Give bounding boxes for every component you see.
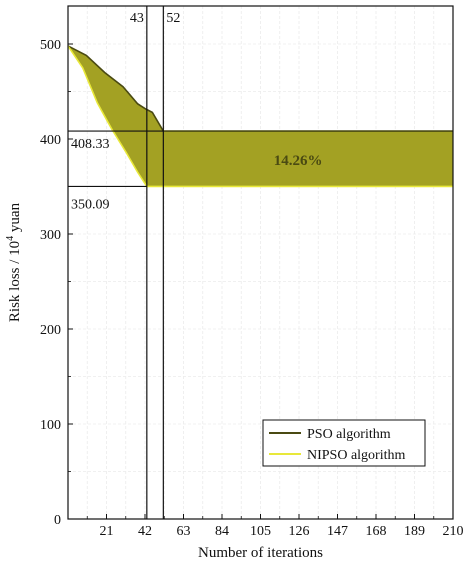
y-axis-label-unit: yuan [7, 202, 23, 235]
x-tick-label: 105 [250, 524, 271, 539]
y-tick-label: 0 [54, 513, 61, 528]
legend: PSO algorithm NIPSO algorithm [262, 419, 426, 467]
fill-between-area [68, 45, 453, 187]
y-axis-label-superscript: 4 [5, 236, 16, 241]
legend-label-pso: PSO algorithm [307, 427, 391, 442]
x-tick-label: 21 [100, 524, 114, 539]
series-line-pso [67, 45, 453, 132]
pso-final-value-label: 408.33 [71, 137, 110, 152]
reference-lines [68, 6, 164, 519]
x-axis-label: Number of iterations [198, 545, 323, 561]
x-tick-label: 210 [443, 524, 464, 539]
x-tick-label: 63 [177, 524, 191, 539]
x-tick-label: 189 [404, 524, 425, 539]
y-tick-label: 400 [40, 133, 61, 148]
y-tick-label: 500 [40, 38, 61, 53]
improvement-percentage-label: 14.26% [274, 153, 323, 169]
y-axis-label: Risk loss / 104 yuan [5, 202, 23, 322]
y-axis-label-main: Risk loss / 10 [7, 241, 23, 322]
legend-label-nipso: NIPSO algorithm [307, 448, 406, 463]
series-lines [67, 45, 453, 188]
x-tick-label: 84 [215, 524, 229, 539]
y-tick-label: 200 [40, 323, 61, 338]
legend-box [262, 419, 426, 467]
x-tick-label: 147 [327, 524, 348, 539]
x-tick-label: 126 [289, 524, 310, 539]
vline-43-label: 43 [130, 11, 144, 26]
series-line-nipso [67, 45, 453, 188]
x-tick-label: 168 [366, 524, 387, 539]
axis-ticks: 21 42 63 84 105 126 147 168 189 210 0 100 200 300 400 5… [40, 38, 464, 539]
vline-52-label: 52 [166, 11, 180, 26]
y-tick-label: 100 [40, 418, 61, 433]
y-tick-label: 300 [40, 228, 61, 243]
nipso-final-value-label: 350.09 [71, 197, 110, 212]
x-tick-label: 42 [138, 524, 152, 539]
